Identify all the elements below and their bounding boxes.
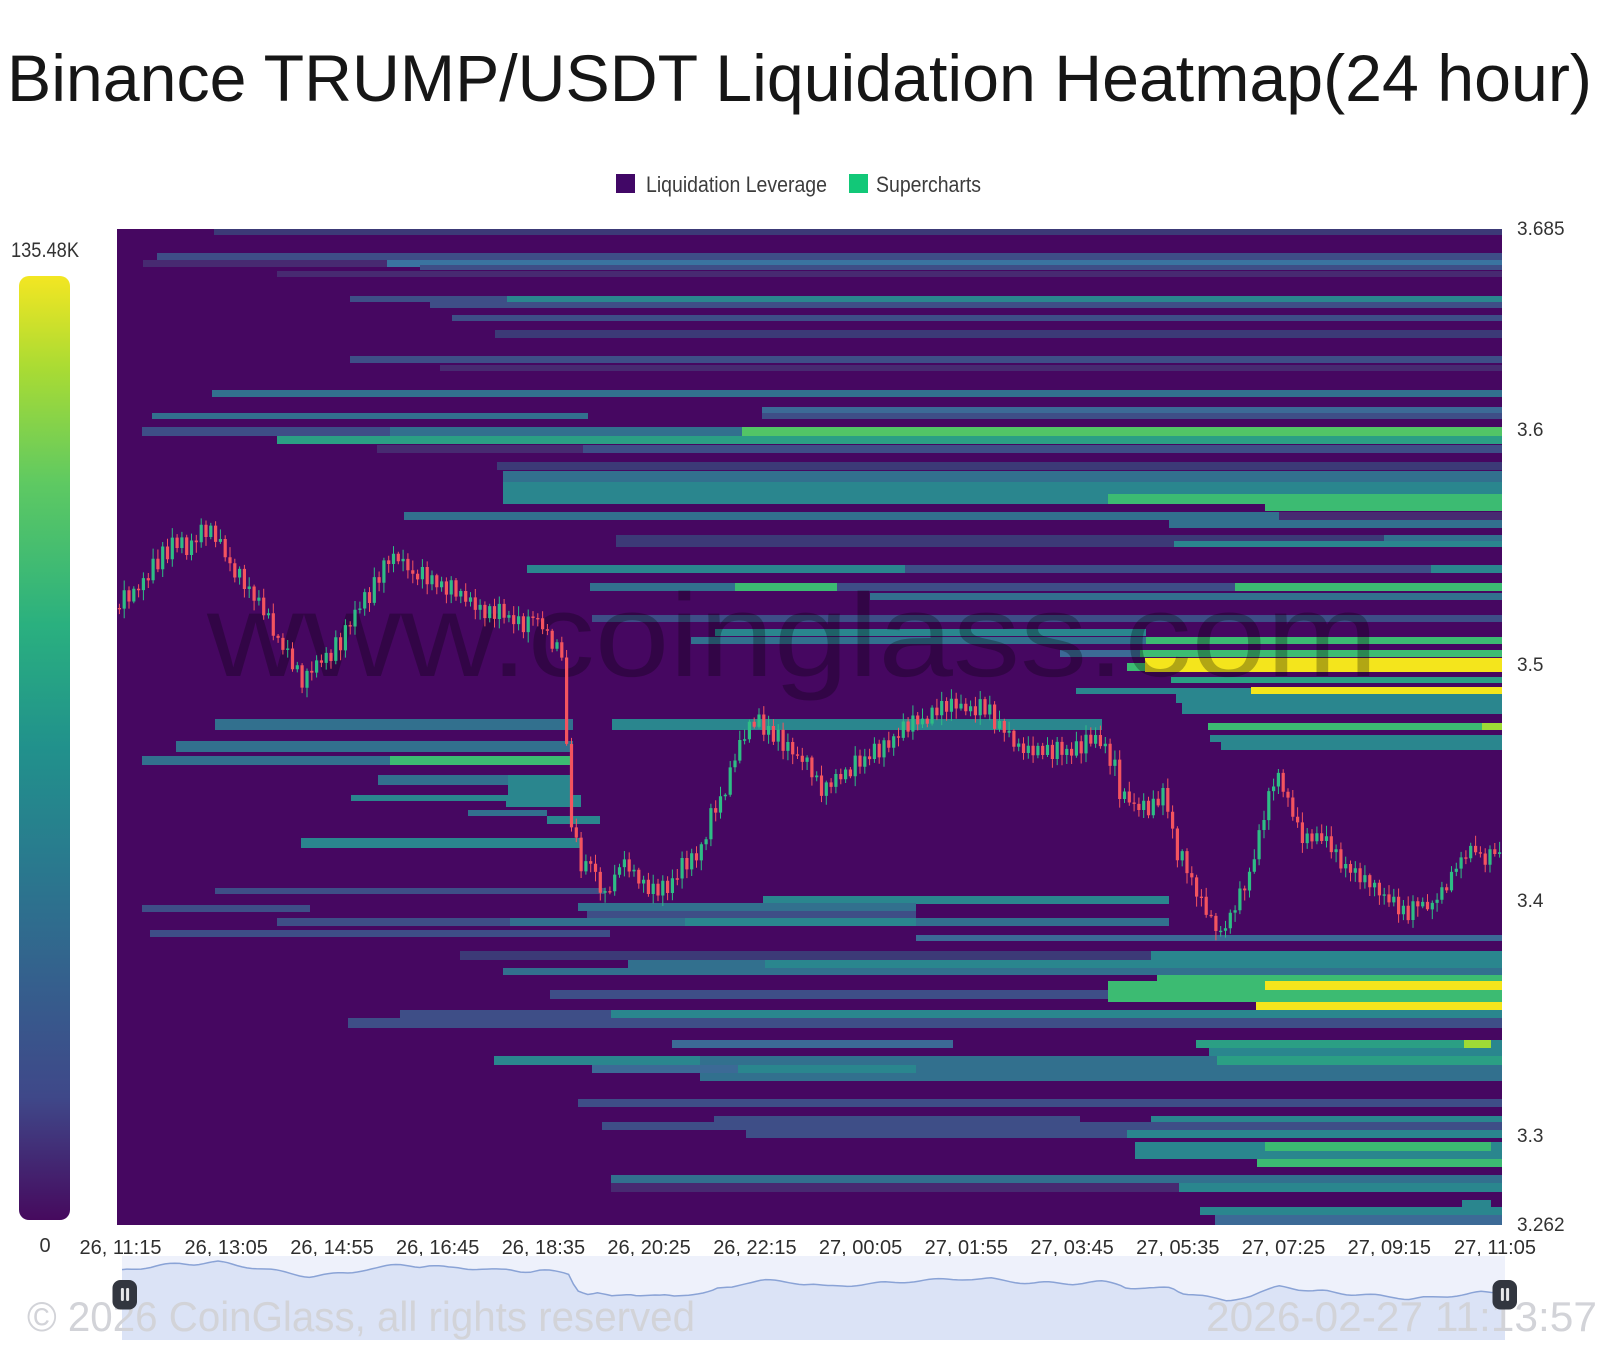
- svg-text:27, 07:25: 27, 07:25: [1242, 1237, 1325, 1259]
- svg-text:135.48K: 135.48K: [11, 239, 79, 262]
- svg-text:www.coinglass.com: www.coinglass.com: [206, 570, 1378, 702]
- svg-text:3.262: 3.262: [1517, 1215, 1565, 1236]
- svg-text:3.4: 3.4: [1517, 891, 1544, 912]
- svg-text:26, 20:25: 26, 20:25: [607, 1237, 690, 1259]
- svg-text:27, 09:15: 27, 09:15: [1348, 1237, 1431, 1259]
- svg-text:26, 14:55: 26, 14:55: [290, 1237, 373, 1259]
- svg-text:© 2026 CoinGlass, all rights r: © 2026 CoinGlass, all rights reserved: [27, 1293, 695, 1340]
- svg-text:26, 16:45: 26, 16:45: [396, 1237, 479, 1259]
- svg-text:0: 0: [39, 1235, 50, 1257]
- svg-text:27, 05:35: 27, 05:35: [1136, 1237, 1219, 1259]
- svg-text:Liquidation Leverage: Liquidation Leverage: [646, 172, 827, 197]
- svg-text:3.5: 3.5: [1517, 655, 1543, 676]
- svg-text:27, 00:05: 27, 00:05: [819, 1237, 902, 1259]
- svg-text:Supercharts: Supercharts: [876, 172, 981, 197]
- svg-text:27, 03:45: 27, 03:45: [1030, 1237, 1113, 1259]
- svg-text:26, 22:15: 26, 22:15: [713, 1237, 796, 1259]
- svg-text:27, 11:05: 27, 11:05: [1454, 1237, 1536, 1259]
- svg-text:3.685: 3.685: [1517, 219, 1565, 240]
- svg-text:3.3: 3.3: [1517, 1126, 1543, 1147]
- svg-text:2026-02-27 11:13:57: 2026-02-27 11:13:57: [1206, 1293, 1597, 1340]
- svg-text:26, 18:35: 26, 18:35: [502, 1237, 585, 1259]
- svg-text:3.6: 3.6: [1517, 420, 1543, 441]
- svg-text:26, 13:05: 26, 13:05: [184, 1237, 267, 1259]
- svg-text:26, 11:15: 26, 11:15: [80, 1237, 162, 1259]
- svg-text:Binance TRUMP/USDT Liquidation: Binance TRUMP/USDT Liquidation Heatmap(2…: [7, 41, 1592, 115]
- svg-text:27, 01:55: 27, 01:55: [925, 1237, 1008, 1259]
